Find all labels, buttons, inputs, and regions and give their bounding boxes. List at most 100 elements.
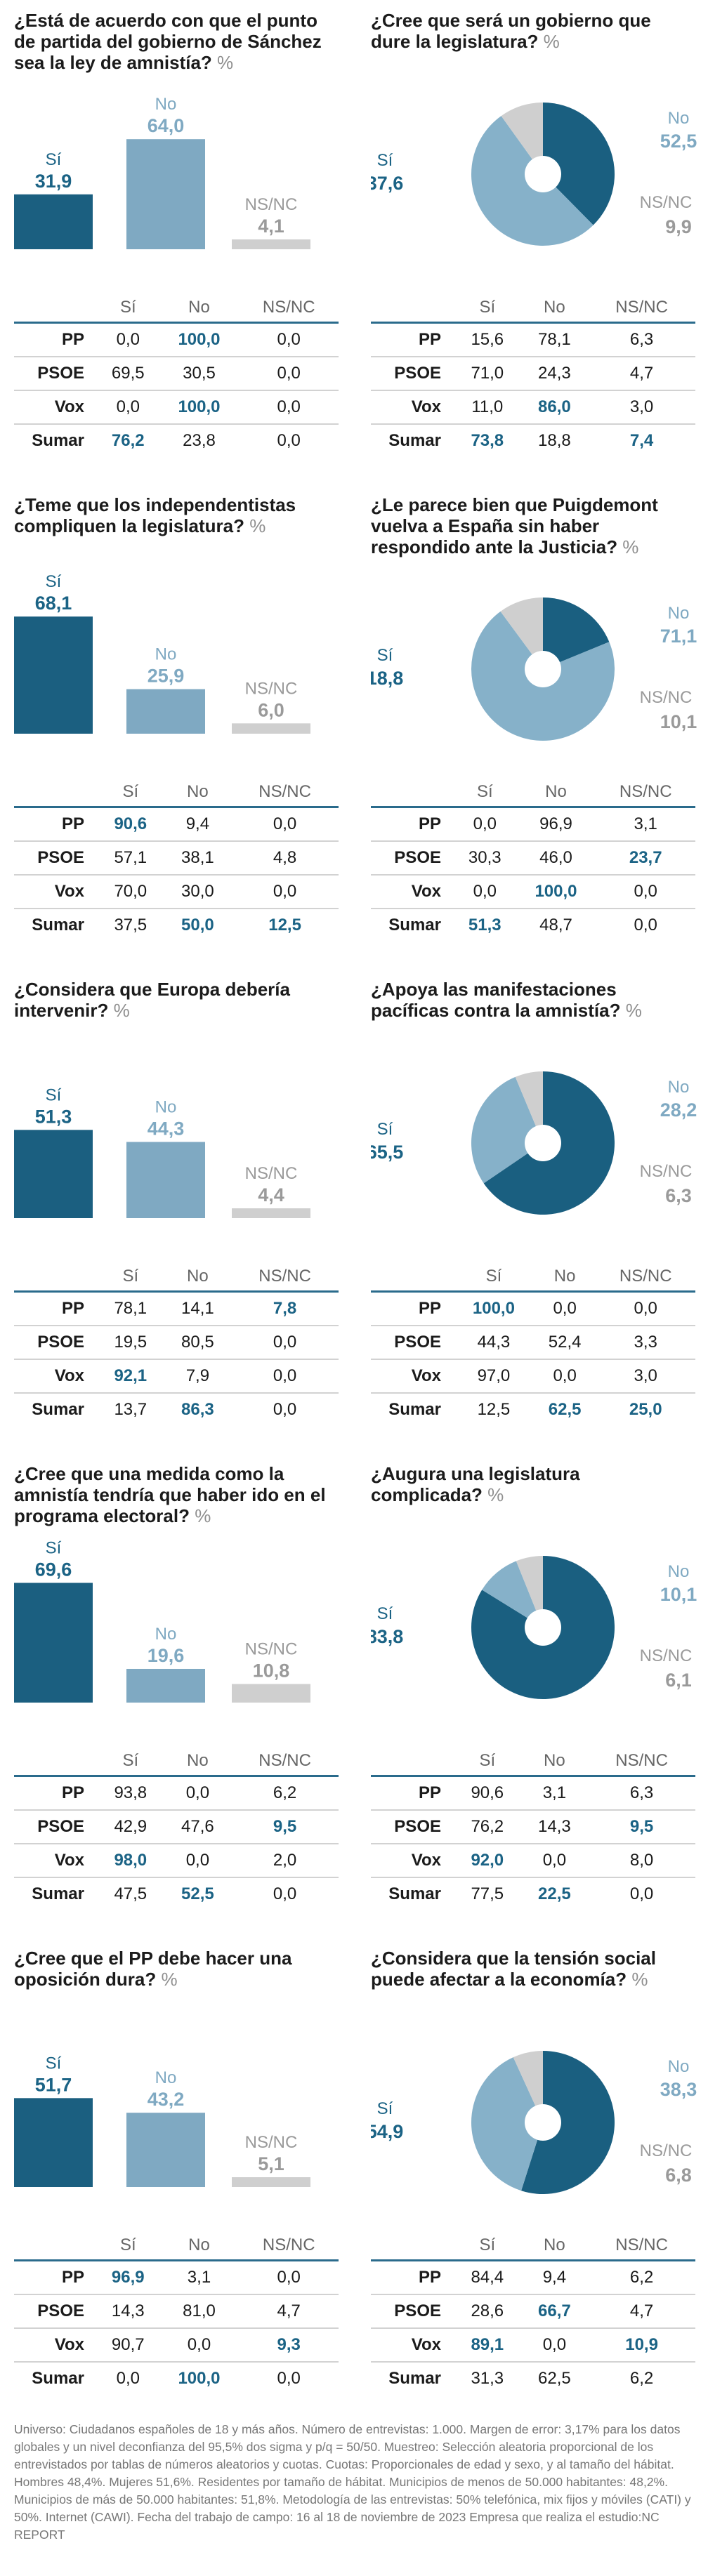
table-column-header: NS/NC (619, 782, 672, 801)
table-cell: 48,7 (516, 908, 596, 942)
party-name: PP (14, 1775, 97, 1810)
table-header-row: Sí No NS/NC (14, 293, 339, 323)
party-breakdown-table: Sí No NS/NC PP 0,0 96,9 3,1 PSOE 30,3 46,0 23,7 Vox… (371, 778, 695, 942)
table-header-row: Sí No NS/NC (14, 1747, 339, 1776)
table-column-header: Sí (119, 2235, 136, 2254)
percent-unit: % (538, 31, 560, 52)
party-name: Sumar (371, 908, 454, 942)
table-cell: 90,7 (97, 2327, 159, 2362)
party-name: PSOE (14, 840, 97, 875)
table-header-row: Sí No NS/NC (371, 1262, 695, 1292)
pie-value-label: 71,1 (660, 626, 697, 647)
donut-chart: Sí 18,8 No 71,1 NS/NC 10,1 (371, 597, 697, 741)
bar-nsnc (232, 2177, 310, 2187)
table-cell: 3,1 (159, 2259, 240, 2294)
table-cell: 0,0 (533, 1290, 596, 1326)
table-cell: 42,9 (97, 1809, 164, 1844)
table-cell: 15,6 (454, 322, 521, 357)
party-name: Sumar (14, 1877, 97, 1910)
table-cell: 4,7 (239, 2294, 339, 2328)
pie-category-label: NS/NC (640, 1646, 693, 1665)
bar-no (126, 2113, 205, 2187)
percent-unit: % (211, 52, 234, 73)
table-column-header: NS/NC (262, 2235, 315, 2254)
table-row: Vox 0,0 100,0 0,0 (371, 874, 695, 909)
table-header-empty (14, 778, 97, 807)
table-cell: 10,9 (588, 2327, 695, 2362)
pie-category-label: No (668, 604, 690, 623)
table-cell: 0,0 (533, 1359, 596, 1393)
party-name: PSOE (14, 1809, 97, 1844)
table-cell: 3,1 (596, 806, 695, 841)
table-cell: 100,0 (159, 390, 240, 424)
party-breakdown-table: Sí No NS/NC PP 90,6 3,1 6,3 PSOE 76,2 14,3 9,5 Vox 9… (371, 1747, 695, 1910)
party-name: PSOE (371, 840, 454, 875)
percent-unit: % (189, 1505, 211, 1526)
pie-category-label: No (668, 109, 690, 128)
bar-value-label: 4,1 (258, 216, 284, 237)
question-title: ¿Apoya las manifestaciones pacíficas con… (371, 979, 694, 1021)
table-cell: 100,0 (454, 1290, 534, 1326)
table-cell: 89,1 (454, 2327, 521, 2362)
table-column-header: NS/NC (615, 2235, 668, 2254)
pie-category-label: Sí (377, 1120, 393, 1139)
table-cell: 25,0 (596, 1392, 695, 1426)
bar-category-label: No (155, 1097, 177, 1116)
table-row: Vox 89,1 0,0 10,9 (371, 2327, 695, 2362)
pie-category-label: NS/NC (640, 1162, 693, 1181)
table-column-header: NS/NC (619, 1267, 672, 1286)
percent-unit: % (627, 1969, 648, 1990)
table-cell: 52,4 (533, 1325, 596, 1359)
pie-slice-nsnc (501, 103, 543, 174)
table-cell: 93,8 (97, 1775, 164, 1810)
table-header-row: Sí No NS/NC (371, 778, 695, 807)
party-name: Vox (371, 1843, 454, 1877)
table-cell: 100,0 (159, 2361, 240, 2395)
percent-unit: % (620, 1000, 642, 1021)
bar-nsnc (232, 723, 310, 734)
table-column-header: Sí (485, 1267, 502, 1286)
table-header-empty (371, 2231, 454, 2261)
table-cell: 2,0 (231, 1843, 339, 1877)
table-cell: 9,5 (231, 1809, 339, 1844)
table-cell: 57,1 (97, 840, 164, 875)
pie-category-label: No (668, 1078, 690, 1097)
bar-nsnc (232, 239, 310, 249)
question-title: ¿Cree que será un gobierno que dure la l… (371, 10, 694, 52)
table-row: Vox 92,1 7,9 0,0 (14, 1359, 339, 1393)
table-cell: 9,5 (588, 1809, 695, 1844)
table-cell: 14,3 (97, 2294, 159, 2328)
pie-value-label: 18,8 (371, 668, 403, 689)
table-row: Sumar 31,3 62,5 6,2 (371, 2361, 695, 2395)
bar-si (14, 194, 93, 249)
table-cell: 12,5 (454, 1392, 534, 1426)
table-column-header: Sí (476, 782, 493, 801)
bar-category-label: Sí (46, 2054, 62, 2073)
question-panel: ¿Cree que una medida como la amnistía te… (14, 1453, 344, 1936)
table-cell: 18,8 (520, 423, 589, 457)
bar-value-label: 10,8 (253, 1660, 290, 1682)
table-header-row: Sí No NS/NC (14, 778, 339, 807)
table-row: Vox 90,7 0,0 9,3 (14, 2327, 339, 2362)
bar-category-label: NS/NC (245, 2133, 298, 2152)
bar-value-label: 5,1 (258, 2153, 284, 2174)
bar-value-label: 43,2 (148, 2089, 185, 2110)
question-title: ¿Considera que Europa debería intervenir… (14, 979, 337, 1021)
table-cell: 4,7 (588, 2294, 695, 2328)
table-row: Sumar 47,5 52,5 0,0 (14, 1877, 339, 1910)
bar-value-label: 19,6 (148, 1645, 185, 1666)
table-cell: 80,5 (164, 1325, 232, 1359)
bar-nsnc (232, 1208, 310, 1218)
table-column-header: Sí (119, 298, 136, 317)
question-text: ¿Considera que la tensión social puede a… (371, 1948, 656, 1990)
pie-slice-nsnc (513, 2051, 543, 2122)
question-text: ¿Cree que el PP debe hacer una oposición… (14, 1948, 292, 1990)
table-row: Vox 70,0 30,0 0,0 (14, 874, 339, 909)
pie-slice-nsnc (516, 1556, 543, 1627)
party-name: Vox (14, 2327, 97, 2362)
table-row: PSOE 14,3 81,0 4,7 (14, 2294, 339, 2328)
pie-category-label: Sí (377, 646, 393, 665)
table-cell: 84,4 (454, 2259, 521, 2294)
table-cell: 14,1 (164, 1290, 232, 1326)
table-column-header: NS/NC (258, 782, 311, 801)
